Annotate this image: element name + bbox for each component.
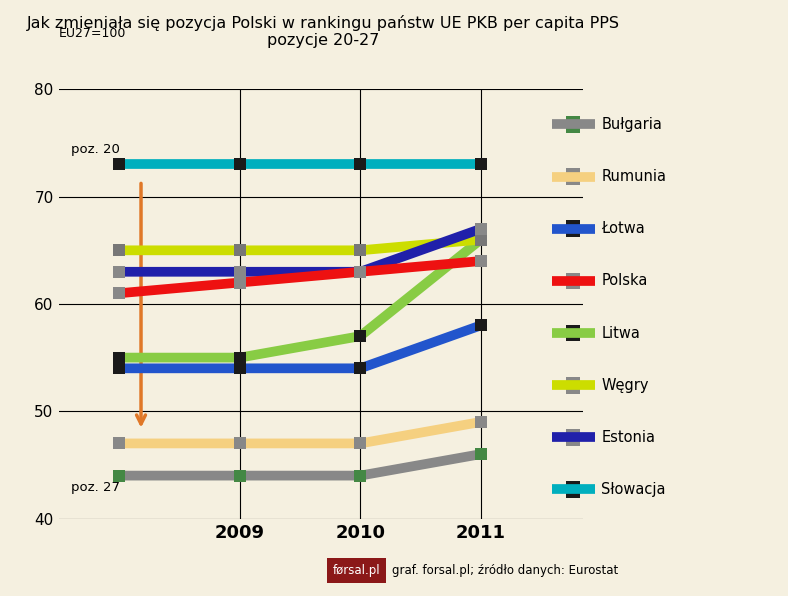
Text: EU27=100: EU27=100 (59, 27, 127, 40)
Text: Polska: Polska (601, 274, 648, 288)
Text: Bułgaria: Bułgaria (601, 117, 662, 132)
Text: Jak zmieniała się pozycja Polski w rankingu państw UE PKB per capita PPS: Jak zmieniała się pozycja Polski w ranki… (27, 15, 619, 31)
Text: Rumunia: Rumunia (601, 169, 666, 184)
Text: pozycje 20-27: pozycje 20-27 (267, 33, 379, 48)
Text: Węgry: Węgry (601, 378, 649, 393)
Text: Łotwa: Łotwa (601, 221, 645, 236)
Text: graf. forsal.pl; źródło danych: Eurostat: graf. forsal.pl; źródło danych: Eurostat (392, 564, 619, 577)
Text: poz. 20: poz. 20 (71, 143, 120, 156)
Text: poz. 27: poz. 27 (71, 481, 120, 494)
Text: Słowacja: Słowacja (601, 482, 666, 497)
Text: Estonia: Estonia (601, 430, 656, 445)
Text: Litwa: Litwa (601, 325, 640, 340)
Text: førsal.pl: førsal.pl (333, 564, 381, 577)
